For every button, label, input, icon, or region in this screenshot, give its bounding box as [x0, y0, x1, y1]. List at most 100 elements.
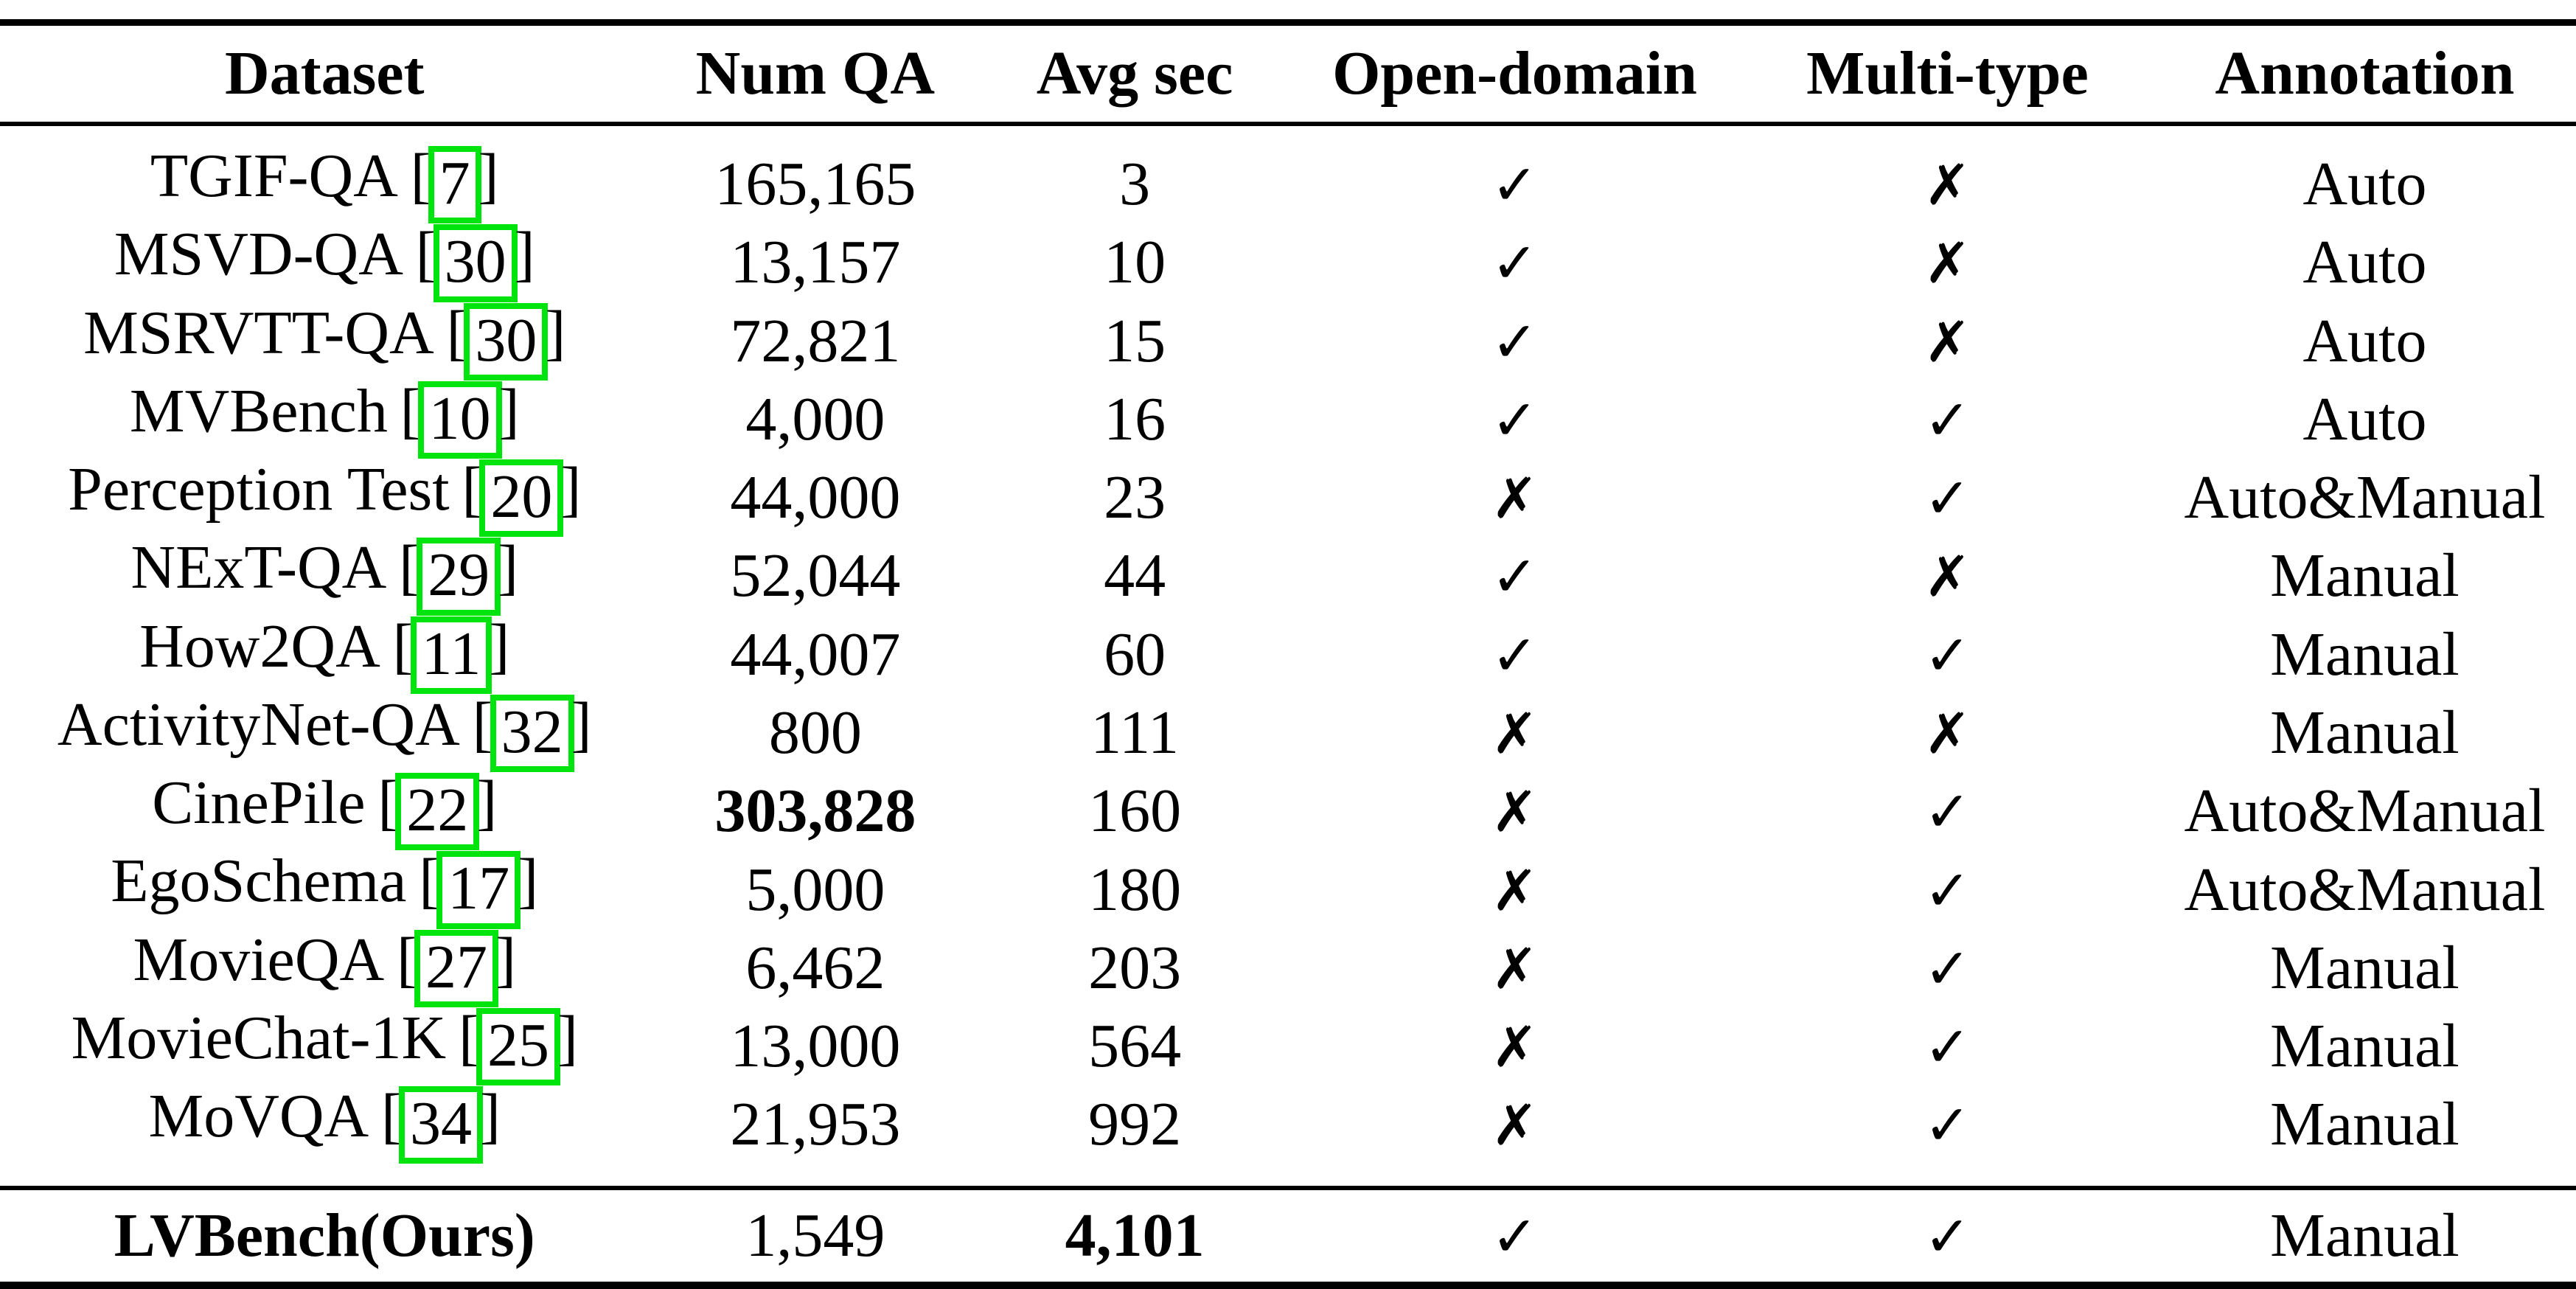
check-icon: ✓: [1924, 857, 1971, 923]
avg-sec-cell: 4,101: [981, 1186, 1288, 1289]
dataset-name: MVBench: [129, 376, 388, 445]
table-row: EgoSchema[17] 5,000 180 ✗ ✓ Auto&Manual: [0, 847, 2576, 929]
annotation-cell: Manual: [2153, 1186, 2576, 1289]
avg-sec-value: 564: [1088, 1012, 1182, 1081]
dataset-cell: MVBench[10]: [0, 380, 649, 459]
citation-number[interactable]: 22: [406, 776, 469, 845]
check-icon: ✓: [1491, 152, 1539, 218]
avg-sec-value: 44: [1104, 541, 1166, 611]
citation-number[interactable]: 30: [444, 227, 507, 296]
table-body: TGIF-QA[7] 165,165 3 ✓ ✗ Auto MSVD-QA[30…: [0, 124, 2576, 1289]
table-row: CinePile[22] 303,828 160 ✗ ✓ Auto&Manual: [0, 772, 2576, 851]
citation-link[interactable]: 11: [410, 616, 492, 694]
table-row: LVBench(Ours) 1,549 4,101 ✓ ✓ Manual: [0, 1186, 2576, 1289]
annotation-value: Manual: [2270, 1090, 2460, 1159]
bracket-close: ]: [518, 847, 539, 916]
table-header: Dataset Num QA Avg sec Open-domain Multi…: [0, 19, 2576, 126]
dataset-name: MovieQA: [133, 925, 385, 994]
dataset-name: MoVQA: [148, 1082, 369, 1151]
dataset-cell: ActivityNet-QA[32]: [0, 693, 649, 773]
avg-sec-value: 60: [1104, 619, 1166, 689]
cross-icon: ✗: [1491, 779, 1539, 845]
num-qa-value: 44,000: [730, 463, 901, 532]
dataset-cell: MovieChat-1K[25]: [0, 1003, 649, 1086]
num-qa-cell: 303,828: [649, 772, 981, 850]
avg-sec-value: 160: [1088, 776, 1182, 846]
annotation-cell: Auto: [2154, 124, 2576, 223]
citation-number[interactable]: 30: [475, 305, 537, 375]
citation-number[interactable]: 29: [428, 541, 490, 610]
dataset-cell: Perception Test[20]: [0, 459, 649, 538]
citation-number[interactable]: 7: [439, 149, 470, 218]
citation: [34]: [381, 1082, 501, 1164]
citation-number[interactable]: 11: [421, 619, 481, 688]
citation-link[interactable]: 17: [436, 851, 521, 929]
citation-number[interactable]: 34: [409, 1089, 472, 1158]
num-qa-cell: 13,157: [649, 223, 981, 302]
open-domain-cell: ✗: [1288, 1007, 1741, 1085]
check-icon: ✓: [1924, 386, 1971, 453]
avg-sec-value: 16: [1104, 384, 1166, 454]
citation-link[interactable]: 10: [417, 381, 502, 459]
dataset-name: NExT-QA: [130, 533, 387, 602]
num-qa-value: 165,165: [714, 150, 916, 219]
annotation-value: Auto&Manual: [2184, 855, 2546, 924]
open-domain-cell: ✓: [1288, 124, 1741, 223]
citation-link[interactable]: 7: [428, 146, 481, 224]
multi-type-cell: ✗: [1741, 537, 2154, 615]
citation-number[interactable]: 20: [490, 462, 553, 532]
citation-link[interactable]: 25: [476, 1007, 560, 1086]
avg-sec-cell: 203: [981, 929, 1288, 1007]
column-header-avg-sec: Avg sec: [981, 19, 1288, 126]
num-qa-cell: 21,953: [649, 1085, 981, 1188]
avg-sec-cell: 60: [981, 616, 1288, 694]
dataset-name: MSVD-QA: [114, 220, 403, 289]
citation-link[interactable]: 22: [395, 773, 480, 851]
num-qa-value: 6,462: [745, 933, 885, 1002]
citation-number[interactable]: 27: [425, 932, 487, 1001]
citation-link[interactable]: 32: [490, 694, 574, 773]
check-icon: ✓: [1924, 779, 1971, 845]
multi-type-cell: ✓: [1741, 850, 2154, 928]
num-qa-cell: 72,821: [649, 302, 981, 381]
num-qa-value: 21,953: [730, 1090, 901, 1159]
citation: [25]: [459, 1004, 578, 1086]
citation: [11]: [393, 612, 509, 694]
dataset-cell: MoVQA[34]: [0, 1085, 649, 1188]
table-row: How2QA[11] 44,007 60 ✓ ✓ Manual: [0, 615, 2576, 694]
cross-icon: ✗: [1491, 700, 1539, 766]
cross-icon: ✗: [1924, 230, 1971, 296]
citation-link[interactable]: 29: [417, 538, 501, 616]
citation-number[interactable]: 25: [487, 1010, 549, 1080]
column-header-dataset: Dataset: [0, 19, 650, 126]
citation-number[interactable]: 32: [501, 697, 563, 766]
dataset-name: MovieChat-1K: [71, 1003, 447, 1072]
citation-link[interactable]: 34: [398, 1086, 483, 1164]
num-qa-cell: 4,000: [649, 381, 981, 459]
citation-link[interactable]: 30: [433, 224, 518, 302]
citation-link[interactable]: 27: [414, 929, 498, 1007]
annotation-cell: Manual: [2154, 1085, 2576, 1188]
multi-type-cell: ✓: [1741, 381, 2154, 459]
annotation-value: Auto: [2302, 228, 2427, 297]
annotation-value: Manual: [2270, 933, 2460, 1002]
citation-number[interactable]: 10: [428, 383, 491, 453]
dataset-name: How2QA: [139, 611, 380, 681]
cross-icon: ✗: [1924, 700, 1971, 766]
paper-table-page: Dataset Num QA Avg sec Open-domain Multi…: [0, 19, 2576, 1289]
citation-number[interactable]: 17: [448, 854, 510, 923]
bracket-close: ]: [571, 689, 592, 759]
avg-sec-value: 23: [1104, 463, 1166, 532]
num-qa-value: 13,157: [730, 228, 901, 297]
dataset-cell: MSVD-QA[30]: [0, 223, 649, 302]
column-header-num-qa: Num QA: [649, 19, 982, 126]
citation-link[interactable]: 30: [464, 302, 549, 381]
annotation-cell: Auto&Manual: [2154, 772, 2576, 850]
dataset-name: CinePile: [152, 768, 366, 838]
avg-sec-value: 111: [1090, 698, 1179, 767]
citation-link[interactable]: 20: [479, 459, 564, 538]
num-qa-value: 4,000: [745, 384, 885, 454]
multi-type-cell: ✓: [1741, 929, 2154, 1007]
check-icon: ✓: [1491, 1203, 1539, 1270]
bracket-close: ]: [514, 220, 535, 289]
